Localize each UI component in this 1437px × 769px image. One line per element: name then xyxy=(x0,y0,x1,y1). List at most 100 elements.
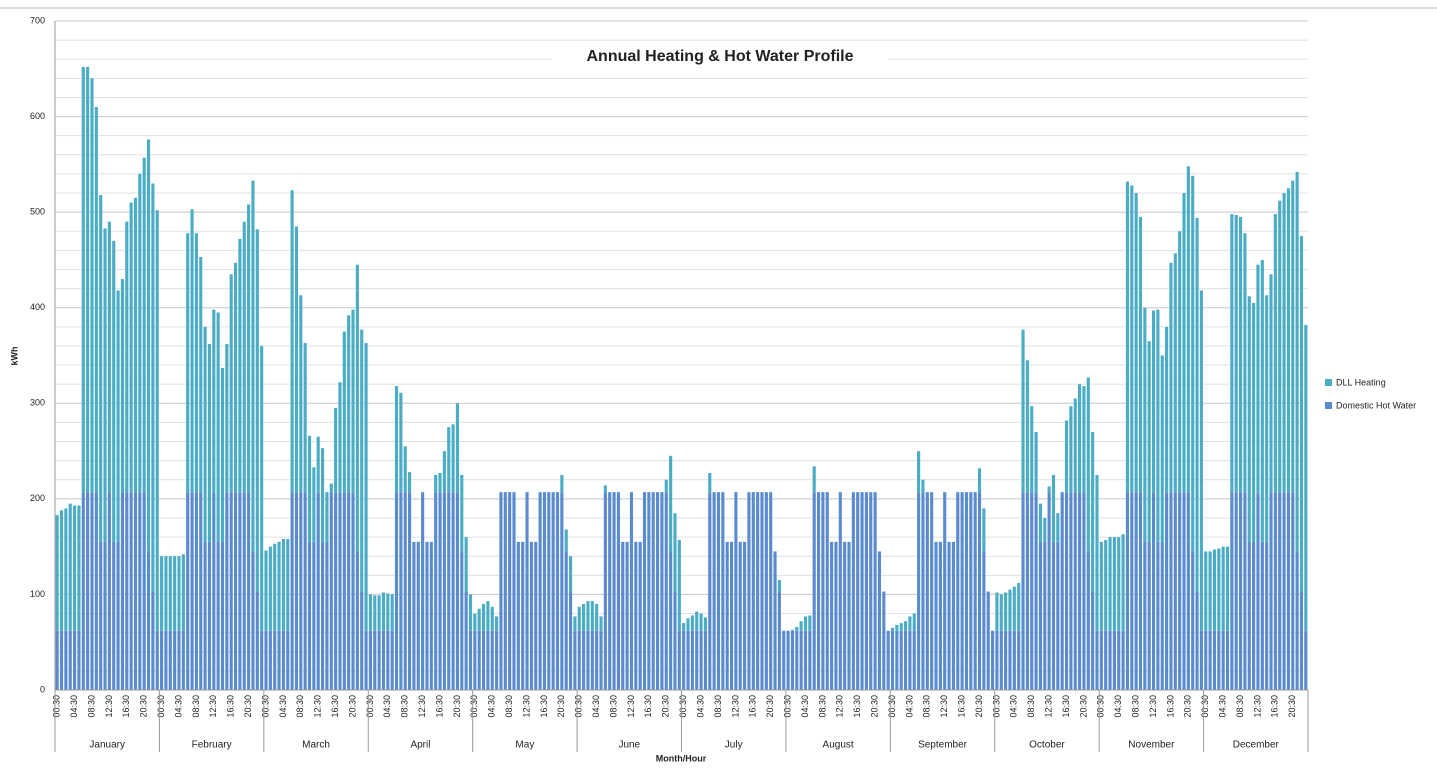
bar-segment xyxy=(642,492,647,690)
legend-label: DLL Heating xyxy=(1336,377,1386,387)
bar-segment xyxy=(1125,492,1130,690)
bar-segment xyxy=(1147,541,1151,690)
x-tick-label: 12:30 xyxy=(521,695,531,718)
bar-segment xyxy=(773,551,777,690)
bar-segment xyxy=(991,630,995,690)
bar-segment xyxy=(534,541,538,690)
bar-segment xyxy=(299,295,303,493)
bar-segment xyxy=(1151,310,1156,493)
bar-segment xyxy=(151,591,155,690)
bar-segment xyxy=(186,492,190,690)
x-tick-label: 16:30 xyxy=(852,695,862,718)
bar-segment xyxy=(103,228,107,542)
bar-segment xyxy=(1121,630,1125,690)
bar-segment xyxy=(1078,492,1082,690)
bar-segment xyxy=(229,492,233,690)
bar-segment xyxy=(890,630,895,690)
bar-segment xyxy=(225,344,229,493)
x-tick-label: 04:30 xyxy=(278,695,288,718)
group-label: April xyxy=(410,740,430,751)
group-label: November xyxy=(1128,740,1175,751)
bar-segment xyxy=(460,551,464,690)
x-tick-label: 08:30 xyxy=(817,695,827,718)
bar-segment xyxy=(908,616,912,631)
bar-segment xyxy=(455,403,460,493)
bar-segment xyxy=(207,541,212,690)
bar-segment xyxy=(930,492,934,690)
bar-segment xyxy=(120,492,125,690)
bar-segment xyxy=(138,492,142,690)
bar-segment xyxy=(921,479,925,493)
bar-segment xyxy=(146,139,151,552)
x-tick-label: 08:30 xyxy=(191,695,201,718)
bar-segment xyxy=(368,630,372,690)
bar-segment xyxy=(977,468,982,493)
bar-segment xyxy=(316,436,320,493)
bar-segment xyxy=(290,190,294,493)
bar-segment xyxy=(255,591,259,690)
bar-segment xyxy=(1086,551,1090,690)
bar-segment xyxy=(1086,377,1090,552)
x-tick-label: 16:30 xyxy=(434,695,444,718)
bar-segment xyxy=(1012,630,1016,690)
x-tick-label: 12:30 xyxy=(1252,695,1262,718)
bar-segment xyxy=(1043,541,1047,690)
bar-segment xyxy=(351,309,355,493)
x-tick-label: 12:30 xyxy=(730,695,740,718)
x-tick-label: 20:30 xyxy=(974,695,984,718)
bar-segment xyxy=(899,630,903,690)
bar-segment xyxy=(629,492,634,690)
bar-segment xyxy=(1078,384,1082,493)
bar-segment xyxy=(68,630,72,690)
bar-segment xyxy=(481,603,486,631)
bar-segment xyxy=(590,630,594,690)
x-tick-label: 12:30 xyxy=(939,695,949,718)
bar-segment xyxy=(373,595,377,631)
bar-segment xyxy=(1004,630,1008,690)
bar-segment xyxy=(808,615,812,631)
bar-segment xyxy=(1134,193,1138,493)
bar-segment xyxy=(247,492,251,690)
bar-segment xyxy=(1165,492,1169,690)
x-tick-label: 16:30 xyxy=(1270,695,1280,718)
bar-segment xyxy=(481,630,486,690)
bar-segment xyxy=(995,630,999,690)
bar-segment xyxy=(168,630,172,690)
x-tick-label: 12:30 xyxy=(1044,695,1054,718)
bar-segment xyxy=(468,594,473,631)
x-tick-label: 12:30 xyxy=(626,695,636,718)
bar-segment xyxy=(669,455,673,552)
bar-segment xyxy=(986,591,990,690)
bar-segment xyxy=(1025,360,1029,493)
x-tick-label: 00:30 xyxy=(1200,695,1210,718)
bar-segment xyxy=(1091,591,1095,690)
bar-segment xyxy=(1299,236,1304,592)
bar-segment xyxy=(843,541,847,690)
bar-segment xyxy=(1273,492,1277,690)
bar-segment xyxy=(1095,630,1099,690)
bar-segment xyxy=(194,492,198,690)
x-tick-label: 00:30 xyxy=(678,695,688,718)
bar-segment xyxy=(1265,295,1269,542)
bar-segment xyxy=(751,492,755,690)
bars xyxy=(55,66,1308,690)
x-tick-label: 20:30 xyxy=(1183,695,1193,718)
bar-segment xyxy=(769,492,773,690)
bar-segment xyxy=(999,630,1003,690)
bar-segment xyxy=(595,603,599,631)
bar-segment xyxy=(577,630,581,690)
bar-segment xyxy=(1169,492,1173,690)
bar-segment xyxy=(1243,492,1247,690)
bar-segment xyxy=(599,616,603,631)
bar-segment xyxy=(129,202,133,493)
bar-segment xyxy=(1104,539,1108,631)
bar-segment xyxy=(360,591,364,690)
bar-segment xyxy=(334,408,338,493)
bar-segment xyxy=(568,591,573,690)
bar-segment xyxy=(903,630,908,690)
bar-segment xyxy=(1221,630,1225,690)
bar-segment xyxy=(664,492,668,690)
bar-segment xyxy=(586,630,590,690)
group-label: June xyxy=(618,740,640,751)
bar-segment xyxy=(1208,630,1212,690)
